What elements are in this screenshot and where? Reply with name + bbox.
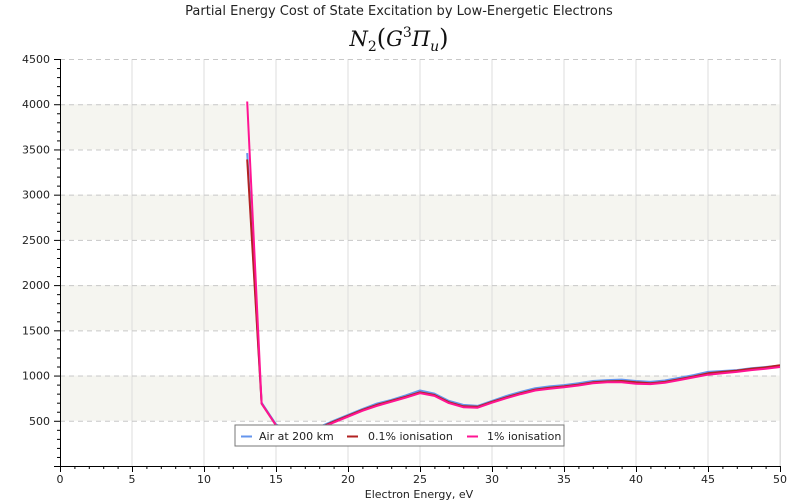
y-tick-label: 3500 — [22, 143, 50, 156]
x-axis-ticks: 0 5 10 15 20 25 30 35 40 45 50 — [57, 466, 787, 486]
y-tick-label: 1500 — [22, 324, 50, 337]
y-axis-ticks: 500 1000 1500 2000 2500 3000 3500 4000 4500 — [22, 53, 60, 458]
y-tick-label: 2500 — [22, 234, 50, 247]
axes — [54, 59, 781, 467]
x-tick-label: 50 — [773, 473, 787, 486]
subtitle-molecule: N — [348, 27, 368, 51]
series-line-2 — [246, 101, 781, 434]
subtitle-molecule-subscript: 2 — [368, 39, 377, 55]
legend-label-0-1pct: 0.1% ionisation — [368, 430, 453, 443]
legend-box — [234, 424, 565, 447]
subtitle-state-superscript: 3 — [403, 25, 412, 41]
series-lines — [246, 101, 781, 434]
subtitle-state-symbol: Π — [411, 27, 431, 51]
x-tick-label: 10 — [197, 473, 211, 486]
x-tick-label: 0 — [57, 473, 64, 486]
legend-label-1pct: 1% ionisation — [487, 430, 561, 443]
x-tick-label: 5 — [129, 473, 136, 486]
x-tick-label: 30 — [485, 473, 499, 486]
chart-title: Partial Energy Cost of State Excitation … — [185, 4, 613, 19]
x-tick-label: 20 — [341, 473, 355, 486]
x-tick-label: 35 — [557, 473, 571, 486]
y-tick-label: 500 — [29, 415, 50, 428]
x-tick-label: 40 — [629, 473, 643, 486]
y-tick-label: 4500 — [22, 53, 50, 66]
subtitle-state-letter: G — [386, 27, 403, 51]
x-tick-label: 45 — [701, 473, 715, 486]
x-tick-label: 25 — [413, 473, 427, 486]
x-tick-label: 15 — [269, 473, 283, 486]
y-tick-label: 4000 — [22, 98, 50, 111]
y-tick-label: 2000 — [22, 279, 50, 292]
subtitle-state-subscript: u — [430, 39, 439, 55]
legend: Air at 200 km 0.1% ionisation 1% ionisat… — [234, 424, 565, 447]
legend-label-air: Air at 200 km — [259, 430, 334, 443]
y-tick-label: 1000 — [22, 370, 50, 383]
subtitle-close-paren: ) — [439, 24, 448, 52]
subtitle-open-paren: ( — [377, 24, 386, 52]
x-axis-label: Electron Energy, eV — [365, 488, 474, 500]
legend-item-0-1pct: 0.1% ionisation — [347, 430, 453, 443]
legend-item-air: Air at 200 km — [241, 430, 334, 443]
legend-item-1pct: 1% ionisation — [467, 430, 561, 443]
y-tick-label: 3000 — [22, 189, 50, 202]
chart-subtitle: N2(G3Πu) — [348, 24, 448, 55]
